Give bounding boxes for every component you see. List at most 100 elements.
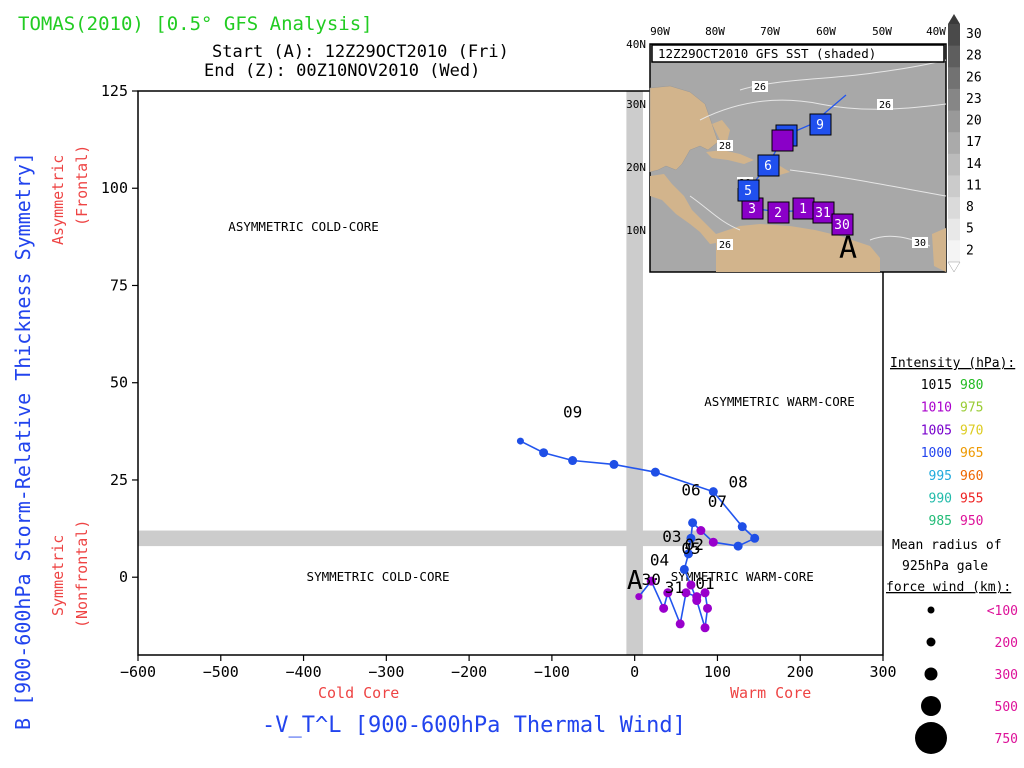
inset-land-north-america (649, 85, 719, 173)
colorbar-segment (948, 197, 960, 220)
colorbar-segment (948, 240, 960, 263)
colorbar-segment (948, 132, 960, 155)
x-side-label-left: Cold Core (318, 684, 399, 702)
inset-sst-contour-2 (739, 59, 947, 91)
track-date-label: 03 (662, 527, 681, 546)
quadrant-label-asym-warm: ASYMMETRIC WARM-CORE (704, 394, 855, 409)
legend-intensity-value: 950 (960, 514, 983, 529)
track-point (646, 576, 656, 586)
legend-intensity-value: 1015 (921, 378, 952, 393)
y-tick-label: 25 (110, 471, 128, 489)
inset-contour-label: 26 (879, 100, 891, 111)
inset-land-cuba (706, 150, 754, 164)
inset-lat-label: 10N (626, 224, 646, 237)
legend-intensity-value: 980 (960, 378, 983, 393)
colorbar-label: 28 (966, 49, 982, 64)
inset-contour-label: 30 (914, 238, 926, 249)
end-time: End (Z): 00Z10NOV2010 (Wed) (204, 61, 480, 81)
track-date-label: 01 (695, 574, 714, 593)
y-tick-label: 50 (110, 374, 128, 392)
track-point (750, 533, 760, 543)
inset-contour-label: 26 (754, 82, 766, 93)
inset-day-marker (757, 154, 780, 177)
y-axis-label: B [900-600hPa Storm-Relative Thickness S… (11, 152, 35, 730)
legend-radius-dot (926, 637, 936, 647)
inset-contour-label: 26 (719, 240, 731, 251)
track-point (679, 564, 689, 574)
legend-radius-title-1: Mean radius of (892, 538, 1002, 553)
chart-title: TOMAS(2010) [0.5° GFS Analysis] (18, 13, 373, 35)
track-point (650, 467, 660, 477)
inset-sst-contour-3 (789, 169, 947, 197)
start-time: Start (A): 12Z29OCT2010 (Fri) (212, 42, 509, 62)
colorbar-label: 11 (966, 178, 982, 193)
y-tick-label: 125 (101, 82, 128, 100)
track-point (708, 537, 718, 547)
x-tick-label: −400 (285, 663, 321, 681)
legend-radius-dot (915, 722, 947, 754)
colorbar-label: 26 (966, 70, 982, 85)
legend-radius-dot (921, 696, 941, 716)
colorbar-top-arrow (948, 14, 960, 24)
inset-day-marker-label: 30 (834, 218, 850, 233)
inset-day-marker (767, 201, 790, 224)
inset-title-box (651, 44, 945, 63)
legend-intensity-value: 1000 (921, 446, 952, 461)
inset-day-marker-label: 3 (748, 202, 756, 217)
track-point (675, 619, 685, 629)
colorbar-segment (948, 24, 960, 47)
track-point (688, 518, 698, 528)
inset-lon-label: 70W (760, 25, 780, 38)
track-point (516, 437, 524, 445)
track-point (696, 526, 706, 536)
track-point (609, 459, 619, 469)
legend-intensity-value: 965 (960, 446, 983, 461)
legend-radius-label: 300 (995, 668, 1018, 683)
colorbar-label: 14 (966, 157, 982, 172)
y-side-label-bottom-1: Symmetric (49, 535, 67, 616)
colorbar-label: 17 (966, 135, 982, 150)
inset-day-marker-label: 5 (744, 184, 752, 199)
legend-intensity-title: Intensity (hPa): (890, 356, 1015, 371)
x-tick-label: −100 (534, 663, 570, 681)
colorbar-label: 23 (966, 92, 982, 107)
inset-contour-label-bg (912, 237, 928, 248)
inset-lat-label: 20N (626, 161, 646, 174)
track-point (703, 603, 713, 613)
legend-intensity-value: 985 (929, 514, 952, 529)
track-date-label: 07 (708, 492, 727, 511)
inset-lat-label: 30N (626, 98, 646, 111)
inset-land-south-america (716, 224, 880, 272)
inset-contour-label-bg (717, 239, 733, 250)
colorbar-segment (948, 45, 960, 68)
inset-lon-label: 60W (816, 25, 836, 38)
inset-title: 12Z29OCT2010 GFS SST (shaded) (658, 46, 876, 61)
colorbar-segment (948, 175, 960, 198)
x-tick-label: −200 (451, 663, 487, 681)
sst-colorbar: 30 28 26 23 20 17 14 11 8 5 2 (947, 14, 982, 273)
colorbar-segment (948, 218, 960, 241)
legend: Intensity (hPa): 1015 980 1010 975 1005 970 100… (886, 356, 1018, 754)
x-tick-label: 0 (630, 663, 639, 681)
track-point (683, 549, 693, 559)
colorbar-label: 2 (966, 243, 974, 258)
y-side-label-top-1: Asymmetric (49, 155, 67, 245)
track-point (686, 533, 696, 543)
track-date-label: 06 (681, 481, 700, 500)
track-point (659, 603, 669, 613)
inset-day-marker-label: 6 (764, 159, 772, 174)
track-point (737, 522, 747, 532)
track-point (635, 593, 643, 601)
track-date-label: 30 (642, 570, 661, 589)
colorbar-segment (948, 88, 960, 112)
y-side-label-top-2: (Frontal) (73, 145, 91, 226)
legend-radius-dot (924, 667, 938, 681)
legend-radius-label: <100 (987, 604, 1018, 619)
inset-lon-label: 80W (705, 25, 725, 38)
track-point (692, 596, 702, 606)
inset-day-marker-extra (771, 129, 794, 152)
track-point (539, 448, 549, 458)
track-point (663, 588, 673, 598)
colorbar-label: 5 (966, 222, 974, 237)
y-side-label-bottom-2: (Nonfrontal) (73, 520, 91, 628)
